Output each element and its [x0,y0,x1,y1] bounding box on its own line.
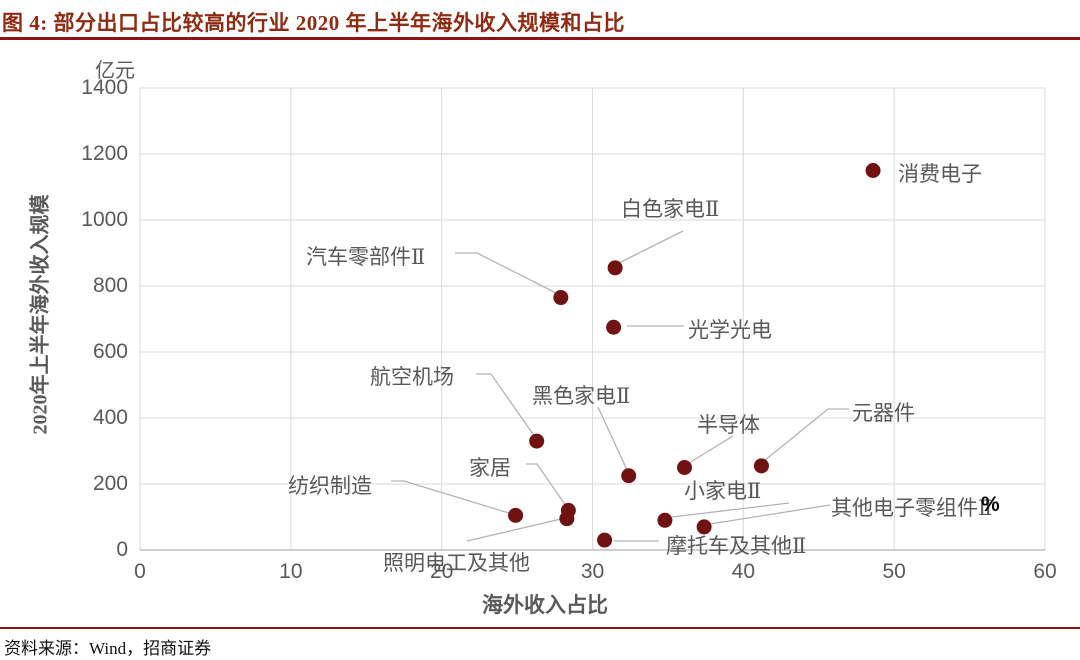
y-tick-label: 1000 [81,208,128,231]
y-tick-label: 200 [92,472,128,495]
y-tick-label: 400 [92,406,128,429]
scatter-plot-canvas [139,87,1046,551]
source-note: 资料来源：Wind，招商证券 [4,639,212,658]
figure-title: 图 4: 部分出口占比较高的行业 2020 年上半年海外收入规模和占比 [2,11,625,35]
title-divider-rule [0,37,1080,40]
x-axis-unit-label: % [981,493,1000,516]
data-point [529,433,545,449]
y-tick-label: 800 [92,274,128,297]
x-tick-label: 0 [134,560,146,583]
leader-line [618,230,684,264]
point-label: 光学光电 [688,318,772,342]
data-point [559,511,575,527]
leader-line [455,252,559,295]
data-point [621,468,637,484]
leader-line [391,480,513,515]
point-label: 消费电子 [898,162,982,186]
data-point [865,163,881,178]
data-point [753,458,769,474]
leader-line [597,406,628,471]
point-label: 白色家电Ⅱ [621,197,720,221]
footer-divider-rule [0,627,1080,629]
point-label: 纺织制造 [288,474,372,498]
data-point [597,532,613,548]
y-axis-unit-label: 亿元 [95,60,135,82]
x-axis-title: 海外收入占比 [482,593,608,617]
point-label: 照明电工及其他 [383,551,530,575]
x-tick-label: 10 [279,560,303,583]
point-label: 半导体 [697,413,760,437]
point-label: 汽车零部件Ⅱ [306,245,426,269]
point-label: 黑色家电Ⅱ [532,384,631,408]
data-point [606,319,622,335]
data-point [677,460,693,475]
leader-line [671,502,790,518]
point-label: 元器件 [852,401,915,425]
leader-line [709,504,831,525]
x-tick-label: 40 [731,560,755,583]
point-label: 航空机场 [370,365,454,389]
point-label: 小家电Ⅱ [684,479,762,503]
y-tick-label: 0 [116,538,128,561]
y-tick-label: 600 [92,340,128,363]
y-tick-label: 1400 [81,76,128,99]
x-tick-label: 20 [429,560,454,583]
x-tick-label: 50 [882,560,906,583]
x-tick-label: 30 [580,560,605,583]
data-point [508,507,524,523]
point-label: 家居 [469,456,511,480]
y-tick-label: 1200 [81,142,128,165]
data-point [696,519,712,535]
leader-line [763,408,849,462]
point-label: 其他电子零组件Ⅱ [831,496,993,520]
point-label: 摩托车及其他Ⅱ [666,534,807,558]
leader-line [526,463,567,507]
data-point [657,512,673,528]
data-point [553,290,569,306]
data-point [607,260,623,276]
leader-line [476,373,536,438]
leader-line [466,518,562,542]
leader-line [688,435,734,464]
x-tick-label: 60 [1033,560,1057,583]
